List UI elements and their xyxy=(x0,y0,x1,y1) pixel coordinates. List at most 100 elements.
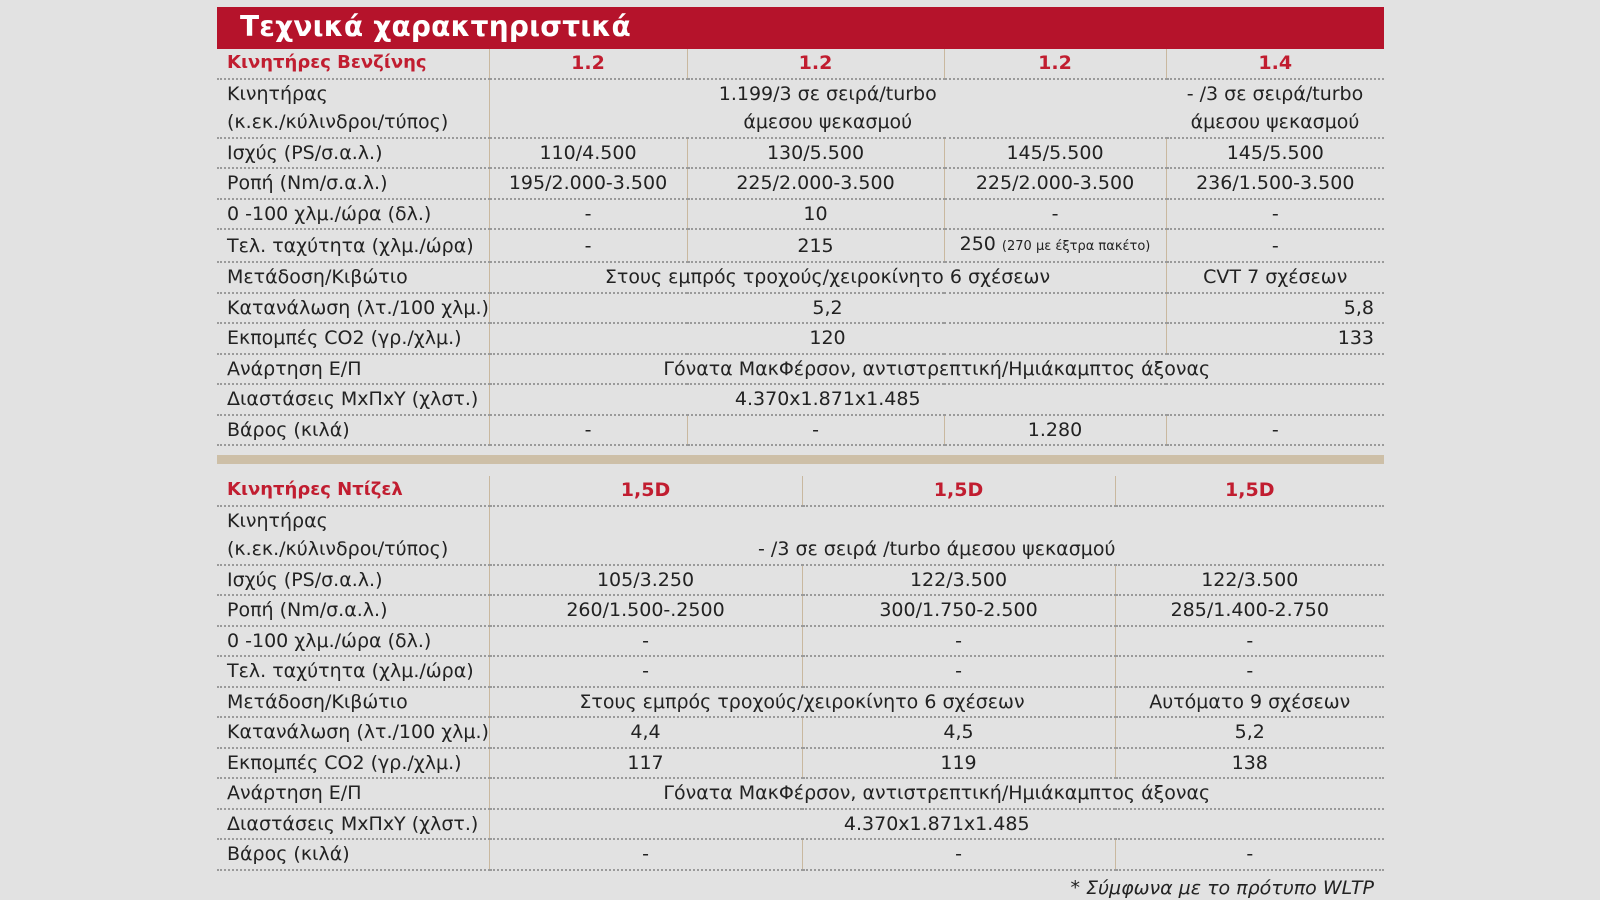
spec-sheet: Τεχνικά χαρακτηριστικά Κινητήρες Βενζίνη… xyxy=(217,7,1384,899)
cell-value: - xyxy=(686,414,944,446)
cell-value: 4.370x1.871x1.485 xyxy=(488,384,1166,416)
row-label: Ισχύς (PS/σ.α.λ.) xyxy=(217,564,489,596)
top-speed-note: (270 με έξτρα πακέτο) xyxy=(1001,239,1151,254)
cell-value xyxy=(488,505,1384,535)
cell-value: 5,2 xyxy=(1114,717,1384,749)
cell-value: 1.280 xyxy=(943,414,1166,446)
table-row: Κατανάλωση (λτ./100 χλμ.)* 5,2 5,8 xyxy=(217,292,1384,324)
section-label: Κινητήρες Ντίζελ xyxy=(217,476,489,507)
cell-value: Στους εμπρός τροχούς/χειροκίνητο 6 σχέσε… xyxy=(488,262,1166,294)
cell-value: 285/1.400-2.750 xyxy=(1114,595,1384,627)
cell-value: 5,2 xyxy=(488,292,1166,324)
cell-value: 145/5.500 xyxy=(1165,137,1384,169)
row-label: Ροπή (Nm/σ.α.λ.) xyxy=(217,168,489,200)
cell-value: 122/3.500 xyxy=(1114,564,1384,596)
table-row: Ανάρτηση Ε/Π Γόνατα ΜακΦέρσον, αντιστρεπ… xyxy=(217,353,1384,385)
cell-value: - xyxy=(1165,414,1384,446)
table-row: Διαστάσεις ΜxΠxΥ (χλστ.) 4.370x1.871x1.4… xyxy=(217,808,1384,840)
top-speed-main: 250 xyxy=(959,233,996,255)
cell-value: άμεσου ψεκασμού xyxy=(488,108,1166,139)
row-label: (κ.εκ./κύλινδροι/τύπος) xyxy=(217,535,489,566)
cell-value: 215 xyxy=(686,229,944,263)
table-row: Τελ. ταχύτητα (χλμ./ώρα) - 215 250 (270 … xyxy=(217,229,1384,263)
row-label: Ανάρτηση Ε/Π xyxy=(217,353,489,385)
cell-value: 260/1.500-.2500 xyxy=(488,595,802,627)
cell-value: Στους εμπρός τροχούς/χειροκίνητο 6 σχέσε… xyxy=(488,686,1115,718)
cell-value: 225/2.000-3.500 xyxy=(686,168,944,200)
table-row: Βάρος (κιλά) - - - xyxy=(217,839,1384,871)
cell-value: 117 xyxy=(488,747,802,779)
cell-value: 133 xyxy=(1165,323,1384,355)
table-row: Βάρος (κιλά) - - 1.280 - xyxy=(217,414,1384,446)
row-label: Τελ. ταχύτητα (χλμ./ώρα) xyxy=(217,656,489,688)
row-label: Τελ. ταχύτητα (χλμ./ώρα) xyxy=(217,229,489,263)
table-row: 0 -100 χλμ./ώρα (δλ.) - 10 - - xyxy=(217,198,1384,230)
cell-value: - xyxy=(488,198,687,230)
cell-value: 122/3.500 xyxy=(801,564,1115,596)
cell-value: 300/1.750-2.500 xyxy=(801,595,1115,627)
cell-value: - xyxy=(943,198,1166,230)
cell-value: - xyxy=(1114,839,1384,871)
row-label: Εκπομπές CO2 (γρ./χλμ.) xyxy=(217,323,489,355)
table-row: Ισχύς (PS/σ.α.λ.) 110/4.500 130/5.500 14… xyxy=(217,137,1384,169)
cell-value: 119 xyxy=(801,747,1115,779)
row-label: Βάρος (κιλά) xyxy=(217,839,489,871)
cell-value: 145/5.500 xyxy=(943,137,1166,169)
row-label: Βάρος (κιλά) xyxy=(217,414,489,446)
cell-value: 225/2.000-3.500 xyxy=(943,168,1166,200)
row-label: Μετάδοση/Κιβώτιο xyxy=(217,262,489,294)
table-row: Κινητήρας xyxy=(217,505,1384,535)
cell-value: - /3 σε σειρά/turbo xyxy=(1186,82,1364,105)
engine-variant: 1,5D xyxy=(488,476,802,507)
cell-value: Γόνατα ΜακΦέρσον, αντιστρεπτική/Ημιάκαμπ… xyxy=(488,778,1384,810)
engine-variant: 1.2 xyxy=(943,49,1166,80)
cell-value: 105/3.250 xyxy=(488,564,802,596)
cell-value: - xyxy=(488,229,687,263)
cell-value: 120 xyxy=(488,323,1166,355)
cell-value: 110/4.500 xyxy=(488,137,687,169)
cell-value: 10 xyxy=(686,198,944,230)
table-row: Κινητήρας 1.199/3 σε σειρά/turbo - /3 σε… xyxy=(217,78,1384,108)
cell-value: 4,4 xyxy=(488,717,802,749)
cell-value: 1.199/3 σε σειρά/turbo xyxy=(488,78,1166,108)
row-label: 0 -100 χλμ./ώρα (δλ.) xyxy=(217,198,489,230)
table-row: Ανάρτηση Ε/Π Γόνατα ΜακΦέρσον, αντιστρεπ… xyxy=(217,778,1384,810)
table-row: 0 -100 χλμ./ώρα (δλ.) - - - xyxy=(217,625,1384,657)
engine-variant: 1.4 xyxy=(1165,49,1384,80)
cell-value: - xyxy=(801,839,1115,871)
footnote: * Σύμφωνα με το πρότυπο WLTP xyxy=(1070,876,1374,899)
cell-value: 130/5.500 xyxy=(686,137,944,169)
cell-value: 195/2.000-3.500 xyxy=(488,168,687,200)
table-row: Κατανάλωση (λτ./100 χλμ.)* 4,4 4,5 5,2 xyxy=(217,717,1384,749)
cell-value: - xyxy=(488,414,687,446)
page-title: Τεχνικά χαρακτηριστικά xyxy=(217,7,1384,49)
table-row: (κ.εκ./κύλινδροι/τύπος) - /3 σε σειρά /t… xyxy=(217,535,1384,566)
cell-value: - xyxy=(801,656,1115,688)
cell-value: - xyxy=(1165,229,1384,263)
cell-value: 236/1.500-3.500 xyxy=(1165,168,1384,200)
cell-value: - /3 σε σειρά /turbo άμεσου ψεκασμού xyxy=(488,535,1384,566)
cell-value xyxy=(1166,384,1384,416)
section-divider xyxy=(217,455,1384,464)
cell-value: άμεσου ψεκασμού xyxy=(1166,108,1384,139)
cell-value: 138 xyxy=(1114,747,1384,779)
row-label: 0 -100 χλμ./ώρα (δλ.) xyxy=(217,625,489,657)
cell-value: - xyxy=(1165,198,1384,230)
cell-value: Αυτόματο 9 σχέσεων xyxy=(1114,686,1384,718)
cell-value: 5,8 xyxy=(1165,292,1384,324)
diesel-spec-table: Κινητήρες Ντίζελ 1,5D 1,5D 1,5D Κινητήρα… xyxy=(217,476,1384,871)
table-row: Τελ. ταχύτητα (χλμ./ώρα) - - - xyxy=(217,656,1384,688)
table-row: Ροπή (Nm/σ.α.λ.) 260/1.500-.2500 300/1.7… xyxy=(217,595,1384,627)
row-label: (κ.εκ./κύλινδροι/τύπος) xyxy=(217,108,489,139)
row-label: Διαστάσεις ΜxΠxΥ (χλστ.) xyxy=(217,384,489,416)
table-row: Μετάδοση/Κιβώτιο Στους εμπρός τροχούς/χε… xyxy=(217,686,1384,718)
row-label: Κατανάλωση (λτ./100 χλμ.)* xyxy=(217,292,489,324)
table-row: Εκπομπές CO2 (γρ./χλμ.) 117 119 138 xyxy=(217,747,1384,779)
cell-value: - xyxy=(1114,625,1384,657)
row-label: Ροπή (Nm/σ.α.λ.) xyxy=(217,595,489,627)
table-row: Ισχύς (PS/σ.α.λ.) 105/3.250 122/3.500 12… xyxy=(217,564,1384,596)
cell-value: CVT 7 σχέσεων xyxy=(1165,262,1384,294)
cell-value: 4,5 xyxy=(801,717,1115,749)
table-row: (κ.εκ./κύλινδροι/τύπος) άμεσου ψεκασμού … xyxy=(217,108,1384,139)
cell-value: - xyxy=(1114,656,1384,688)
